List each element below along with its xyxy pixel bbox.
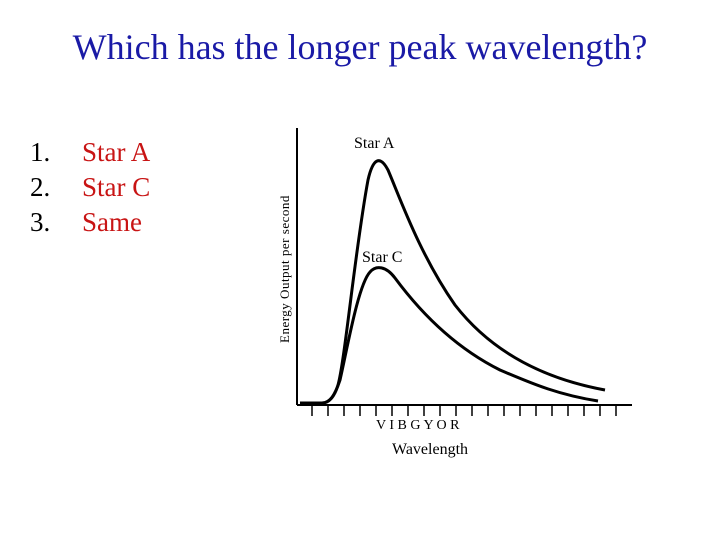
option-3[interactable]: 3. Same: [30, 205, 150, 240]
answer-options: 1. Star A 2. Star C 3. Same: [30, 135, 150, 240]
star-a-label: Star A: [354, 135, 395, 152]
option-1-label: Star A: [82, 137, 151, 167]
y-axis-label: Energy Output per second: [277, 195, 292, 343]
x-axis-label: Wavelength: [392, 441, 468, 458]
option-2-number: 2.: [30, 172, 51, 202]
option-1-number: 1.: [30, 137, 51, 167]
option-2-label: Star C: [82, 172, 151, 202]
star-c-curve: [300, 266, 599, 405]
x-axis-ticks: [311, 405, 617, 416]
option-3-label: Same: [82, 207, 142, 237]
option-3-number: 3.: [30, 207, 51, 237]
color-bands-label: V I B G Y O R: [376, 418, 460, 433]
slide-title: Which has the longer peak wavelength?: [72, 27, 648, 67]
option-2[interactable]: 2. Star C: [30, 170, 150, 205]
option-1[interactable]: 1. Star A: [30, 135, 150, 170]
star-a-curve: [300, 159, 606, 405]
star-c-label: Star C: [362, 249, 402, 266]
